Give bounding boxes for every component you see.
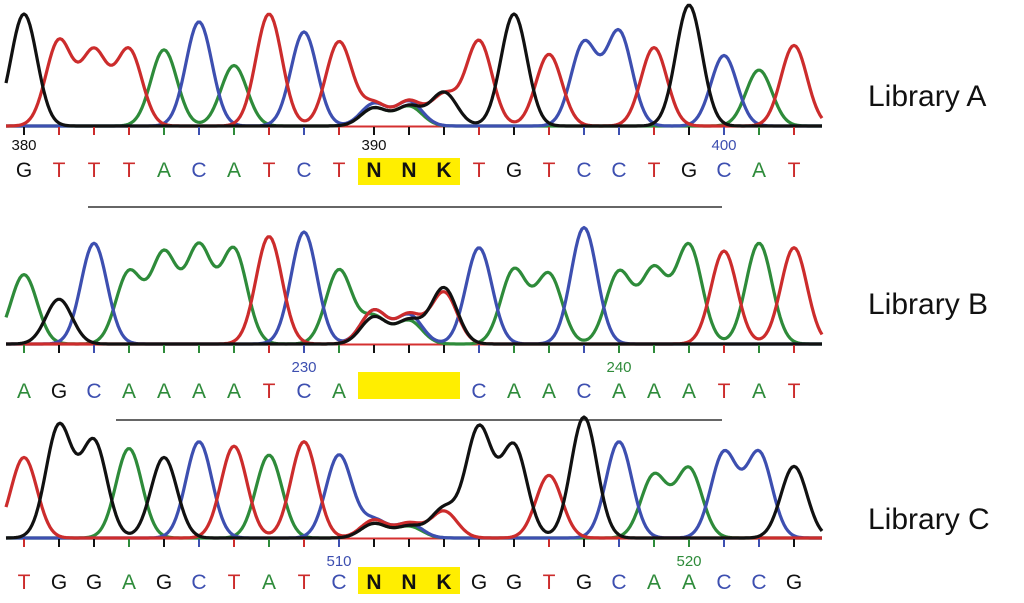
base-letter: T xyxy=(473,159,486,182)
base-letter: G xyxy=(51,380,67,403)
position-number: 240 xyxy=(606,359,631,376)
trace-g xyxy=(5,415,824,540)
base-letter: T xyxy=(543,571,556,594)
base-letter: C xyxy=(471,380,486,403)
base-letter: C xyxy=(716,571,731,594)
base-letter: K xyxy=(436,159,451,182)
base-letter: N xyxy=(401,159,416,182)
base-letter: C xyxy=(296,159,311,182)
trace-g xyxy=(6,285,822,346)
base-letter: T xyxy=(263,159,276,182)
base-letter: T xyxy=(263,380,276,403)
base-letter: G xyxy=(681,159,697,182)
base-letter: T xyxy=(543,159,556,182)
base-letter: A xyxy=(647,571,661,594)
mutation-highlight xyxy=(358,372,460,399)
base-letter: T xyxy=(53,159,66,182)
base-letter: A xyxy=(332,380,346,403)
base-letter: C xyxy=(191,571,206,594)
position-number: 400 xyxy=(711,137,736,154)
base-letter: T xyxy=(718,380,731,403)
base-letter: A xyxy=(612,380,626,403)
base-letter: A xyxy=(262,571,276,594)
base-letter: G xyxy=(16,159,32,182)
trace-g xyxy=(4,3,822,128)
library-c-label: Library C xyxy=(868,503,990,536)
base-letter: C xyxy=(611,159,626,182)
base-letter: C xyxy=(716,159,731,182)
position-number: 520 xyxy=(676,553,701,570)
base-letter: G xyxy=(86,571,102,594)
base-letter: T xyxy=(648,159,661,182)
base-letter: A xyxy=(752,159,766,182)
base-letter: A xyxy=(157,380,171,403)
base-letter: A xyxy=(157,159,171,182)
base-letter: G xyxy=(576,571,592,594)
base-letter: T xyxy=(788,380,801,403)
base-letter: C xyxy=(751,571,766,594)
trace-a xyxy=(4,241,822,346)
base-letter: A xyxy=(227,380,241,403)
base-letter: C xyxy=(611,571,626,594)
library-b-label: Library B xyxy=(868,288,989,321)
base-letter: T xyxy=(228,571,241,594)
base-letter: A xyxy=(192,380,206,403)
base-letter: A xyxy=(682,380,696,403)
base-letter: T xyxy=(88,159,101,182)
base-letter: C xyxy=(191,159,206,182)
trace-t xyxy=(6,235,824,346)
mutation-highlight xyxy=(358,567,460,594)
trace-t xyxy=(6,12,824,128)
base-letter: G xyxy=(786,571,802,594)
base-letter: K xyxy=(436,571,451,594)
base-letter: A xyxy=(647,380,661,403)
base-letter: G xyxy=(51,571,67,594)
base-letter: T xyxy=(298,571,311,594)
base-letter: C xyxy=(576,159,591,182)
base-letter: G xyxy=(506,159,522,182)
base-letter: G xyxy=(471,571,487,594)
base-letter: A xyxy=(122,380,136,403)
base-letter: A xyxy=(542,380,556,403)
base-letter: A xyxy=(122,571,136,594)
base-letter: T xyxy=(123,159,136,182)
position-number: 510 xyxy=(326,553,351,570)
base-letter: C xyxy=(331,571,346,594)
library-a-label: Library A xyxy=(868,80,987,113)
base-letter: A xyxy=(682,571,696,594)
mutation-highlight xyxy=(358,158,460,185)
base-letter: A xyxy=(17,380,31,403)
base-letter: A xyxy=(507,380,521,403)
base-letter: A xyxy=(752,380,766,403)
base-letter: N xyxy=(366,571,381,594)
base-letter: T xyxy=(788,159,801,182)
position-number: 230 xyxy=(291,359,316,376)
trace-a xyxy=(6,447,822,540)
base-letter: G xyxy=(506,571,522,594)
base-letter: N xyxy=(366,159,381,182)
base-letter: C xyxy=(86,380,101,403)
base-letter: A xyxy=(227,159,241,182)
position-number: 380 xyxy=(11,137,36,154)
base-letter: C xyxy=(296,380,311,403)
position-number: 390 xyxy=(361,137,386,154)
base-letter: G xyxy=(156,571,172,594)
base-letter: N xyxy=(401,571,416,594)
base-letter: T xyxy=(333,159,346,182)
base-letter: T xyxy=(18,571,31,594)
base-letter: C xyxy=(576,380,591,403)
